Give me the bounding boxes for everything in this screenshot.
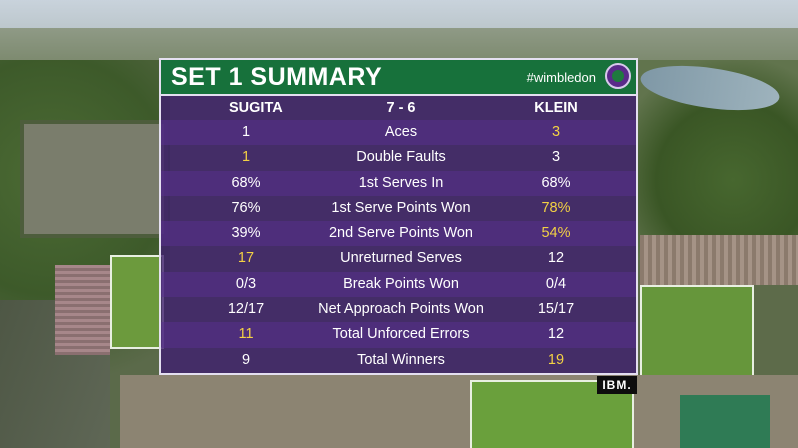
stat-row: 1 Aces 3 (161, 120, 636, 146)
stat-row: 1 Double Faults 3 (161, 145, 636, 170)
stat-row: 11 Total Unforced Errors 12 (161, 322, 636, 348)
tennis-court-left (110, 255, 164, 349)
panel-title: SET 1 SUMMARY (171, 63, 383, 91)
stat-label: Unreturned Serves (340, 250, 462, 267)
stat-label: Total Winners (357, 351, 445, 368)
players-row: SUGITA 7 - 6 KLEIN (161, 96, 636, 120)
stat-left-value: 39% (231, 225, 261, 242)
stat-right-value: 68% (541, 174, 571, 191)
stat-right-value: 3 (551, 149, 561, 166)
stat-label: Aces (384, 124, 418, 140)
stat-right-value: 0/4 (545, 275, 567, 292)
stat-label: Total Unforced Errors (332, 326, 470, 343)
stat-row: 0/3 Break Points Won 0/4 (161, 271, 636, 298)
stats-table: 1 Aces 3 1 Double Faults 3 68% 1st Serves In 68%… (161, 120, 636, 373)
stat-left-value: 1 (241, 149, 251, 166)
wimbledon-logo-icon (605, 63, 631, 89)
tennis-court-right (640, 285, 754, 379)
hashtag: #wimbledon (526, 70, 596, 85)
ibm-logo: IBM. (597, 376, 637, 394)
stat-label: Double Faults (356, 149, 446, 166)
stat-right-value: 3 (551, 124, 561, 140)
stat-right-value: 15/17 (537, 301, 575, 318)
stat-label: Net Approach Points Won (318, 301, 484, 318)
stat-left-value: 1 (241, 124, 251, 140)
stat-row: 68% 1st Serves In 68% (161, 170, 636, 196)
stat-left-value: 76% (231, 199, 261, 216)
stat-row: 76% 1st Serve Points Won 78% (161, 196, 636, 221)
stat-left-value: 9 (241, 351, 251, 368)
stadium-roof (20, 120, 168, 238)
stat-row: 12/17 Net Approach Points Won 15/17 (161, 297, 636, 322)
stat-row: 17 Unreturned Serves 12 (161, 246, 636, 271)
spectator-stand-left (55, 265, 110, 355)
player-right-name: KLEIN (534, 100, 578, 116)
stat-label: Break Points Won (343, 275, 459, 292)
stat-row: 39% 2nd Serve Points Won 54% (161, 221, 636, 247)
stat-left-value: 68% (231, 174, 261, 191)
stat-left-value: 11 (238, 326, 254, 343)
stat-left-value: 12/17 (227, 301, 265, 318)
set-summary-panel: SET 1 SUMMARY #wimbledon SUGITA 7 - 6 KL… (159, 58, 638, 375)
stat-label: 1st Serve Points Won (331, 199, 471, 216)
stat-right-value: 19 (547, 351, 565, 368)
stat-left-value: 17 (237, 250, 255, 267)
stat-right-value: 78% (541, 199, 571, 216)
stat-row: 9 Total Winners 19 (161, 348, 636, 373)
stat-left-value: 0/3 (235, 275, 257, 292)
covered-court (680, 395, 770, 448)
stat-label: 2nd Serve Points Won (328, 225, 473, 242)
stat-right-value: 54% (541, 225, 571, 242)
set-score: 7 - 6 (386, 100, 416, 116)
player-left-name: SUGITA (229, 100, 283, 116)
stat-right-value: 12 (547, 326, 565, 343)
stat-right-value: 12 (547, 250, 565, 267)
summary-header: SET 1 SUMMARY #wimbledon (161, 60, 636, 96)
stat-label: 1st Serves In (358, 174, 444, 191)
spectator-stand-right (640, 235, 798, 285)
